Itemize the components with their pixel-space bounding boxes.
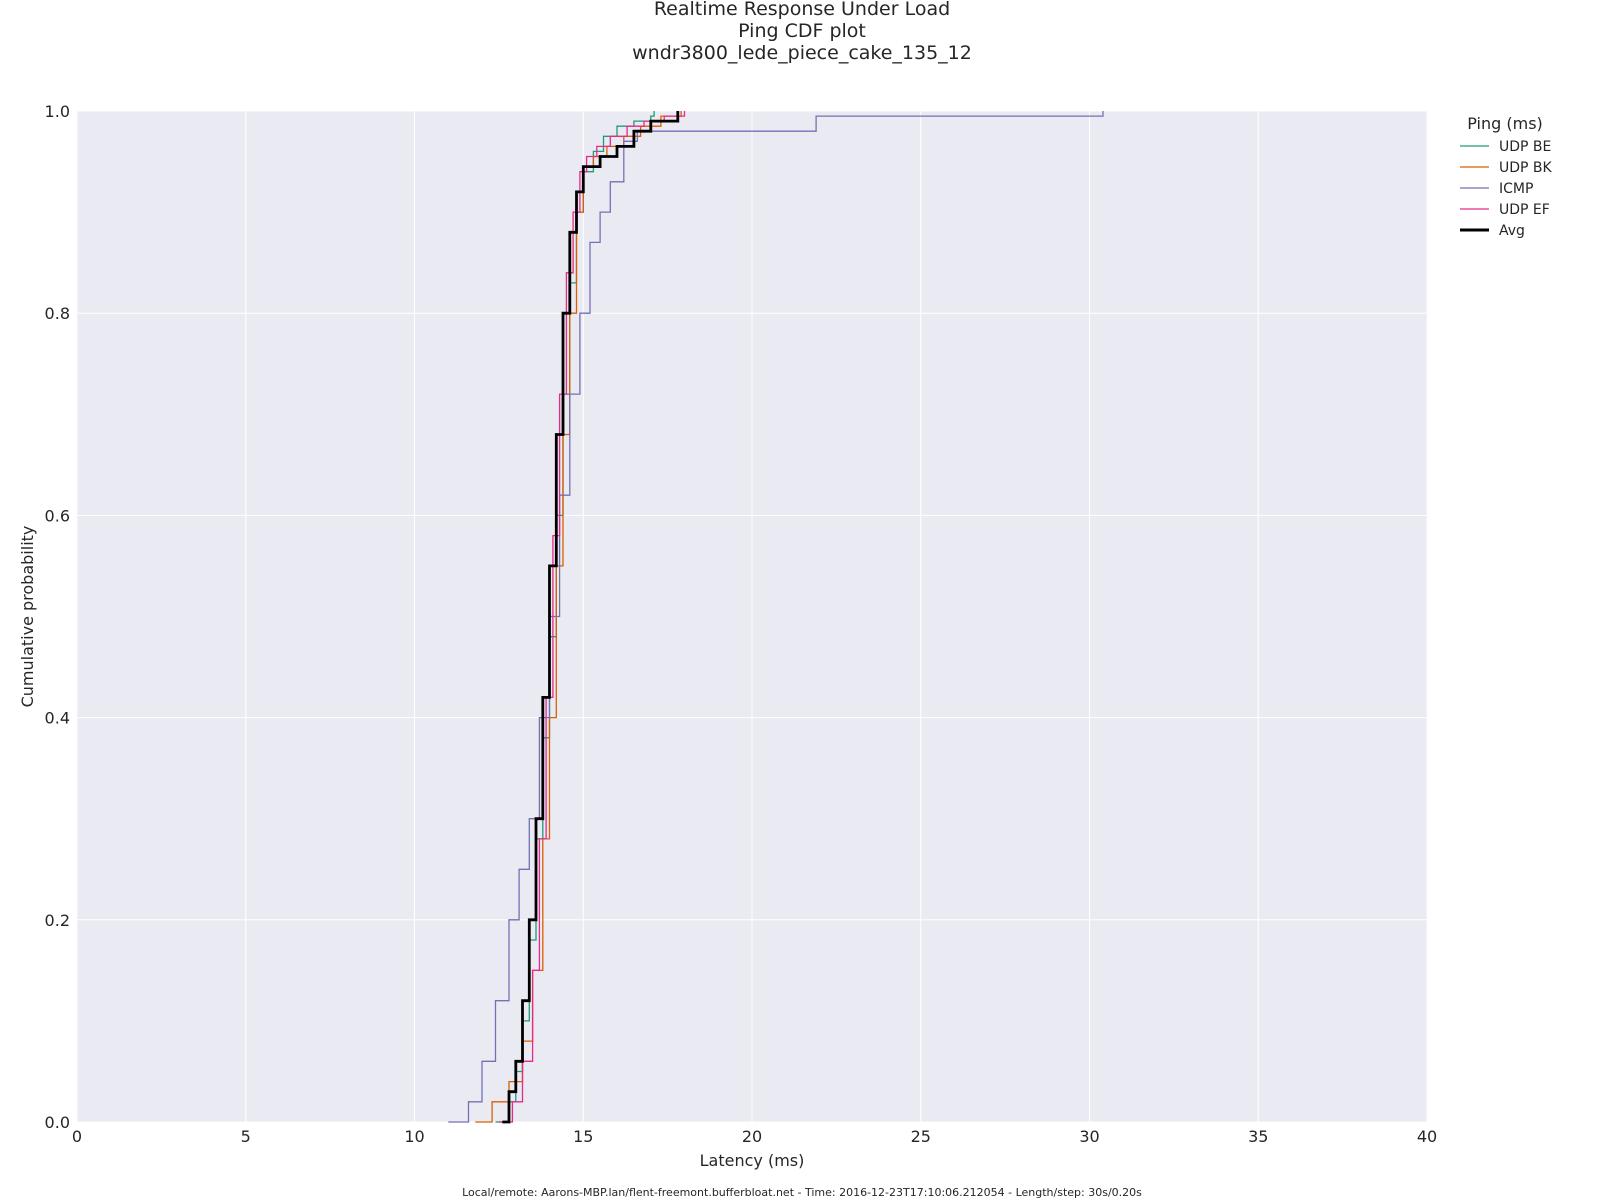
y-tick-label: 1.0 (45, 102, 70, 121)
series-layer (448, 111, 1104, 1124)
legend-label-avg: Avg (1499, 223, 1525, 239)
x-tick-label: 25 (911, 1127, 931, 1146)
chart-title-line-2: wndr3800_lede_piece_cake_135_12 (632, 42, 972, 64)
legend-label-icmp: ICMP (1499, 181, 1533, 197)
series-line-udp-ef (498, 111, 686, 1123)
y-axis-label: Cumulative probability (18, 526, 37, 708)
legend: Ping (ms) UDP BE UDP BK ICMP UDP EF Avg (1460, 114, 1553, 239)
y-tick-label: 0.8 (45, 304, 70, 323)
legend-label-udp-bk: UDP BK (1499, 160, 1553, 176)
series-line-avg (502, 111, 680, 1124)
y-tick-label: 0.4 (45, 709, 70, 728)
x-axis-label: Latency (ms) (700, 1151, 805, 1170)
series-line-icmp (448, 111, 1104, 1123)
footer-text: Local/remote: Aarons-MBP.lan/flent-freem… (462, 1186, 1142, 1199)
x-tick-label: 0 (72, 1127, 82, 1146)
x-axis-ticks: 0 5 10 15 20 25 30 35 40 (72, 1127, 1437, 1146)
x-tick-label: 10 (404, 1127, 424, 1146)
chart-title-line-0: Realtime Response Under Load (654, 0, 950, 20)
x-tick-label: 5 (241, 1127, 251, 1146)
x-tick-label: 20 (742, 1127, 762, 1146)
x-tick-label: 40 (1417, 1127, 1437, 1146)
y-tick-label: 0.2 (45, 911, 70, 930)
legend-label-udp-ef: UDP EF (1499, 202, 1550, 218)
x-tick-label: 30 (1079, 1127, 1099, 1146)
y-axis-ticks: 0.0 0.2 0.4 0.6 0.8 1.0 (45, 102, 70, 1132)
y-tick-label: 0.6 (45, 506, 70, 525)
chart-title-line-1: Ping CDF plot (738, 20, 866, 42)
grid-lines (76, 110, 1428, 1123)
legend-title: Ping (ms) (1467, 114, 1543, 133)
legend-label-udp-be: UDP BE (1499, 139, 1551, 155)
x-tick-label: 35 (1248, 1127, 1268, 1146)
y-tick-label: 0.0 (45, 1113, 70, 1132)
x-tick-label: 15 (573, 1127, 593, 1146)
